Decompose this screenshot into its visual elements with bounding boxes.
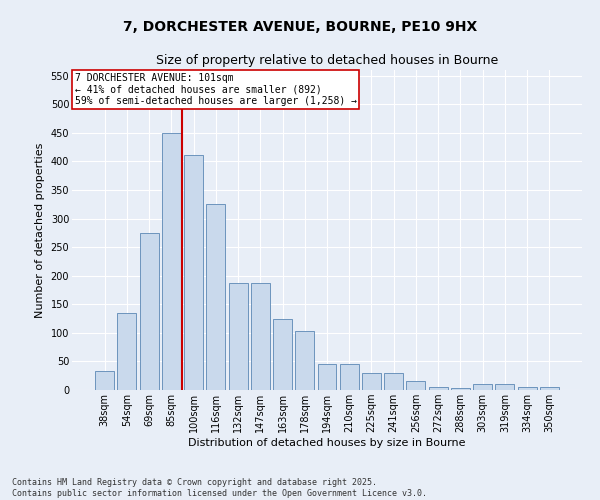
Y-axis label: Number of detached properties: Number of detached properties xyxy=(35,142,45,318)
Title: Size of property relative to detached houses in Bourne: Size of property relative to detached ho… xyxy=(156,54,498,68)
Text: 7, DORCHESTER AVENUE, BOURNE, PE10 9HX: 7, DORCHESTER AVENUE, BOURNE, PE10 9HX xyxy=(123,20,477,34)
Bar xyxy=(229,282,248,390)
Bar xyxy=(295,331,314,390)
Bar xyxy=(429,386,448,390)
Bar xyxy=(118,313,136,390)
Bar xyxy=(95,371,114,390)
Bar xyxy=(140,233,158,390)
Bar xyxy=(406,382,425,390)
Text: Contains HM Land Registry data © Crown copyright and database right 2025.
Contai: Contains HM Land Registry data © Crown c… xyxy=(12,478,427,498)
Bar xyxy=(206,204,225,390)
Bar xyxy=(317,364,337,390)
Bar xyxy=(496,384,514,390)
Text: 7 DORCHESTER AVENUE: 101sqm
← 41% of detached houses are smaller (892)
59% of se: 7 DORCHESTER AVENUE: 101sqm ← 41% of det… xyxy=(74,73,356,106)
Bar xyxy=(362,373,381,390)
Bar xyxy=(473,384,492,390)
Bar xyxy=(518,387,536,390)
Bar xyxy=(540,387,559,390)
Bar xyxy=(384,373,403,390)
Bar xyxy=(162,133,181,390)
Bar xyxy=(273,318,292,390)
X-axis label: Distribution of detached houses by size in Bourne: Distribution of detached houses by size … xyxy=(188,438,466,448)
Bar xyxy=(340,364,359,390)
Bar xyxy=(184,154,203,390)
Bar xyxy=(451,388,470,390)
Bar xyxy=(251,282,270,390)
